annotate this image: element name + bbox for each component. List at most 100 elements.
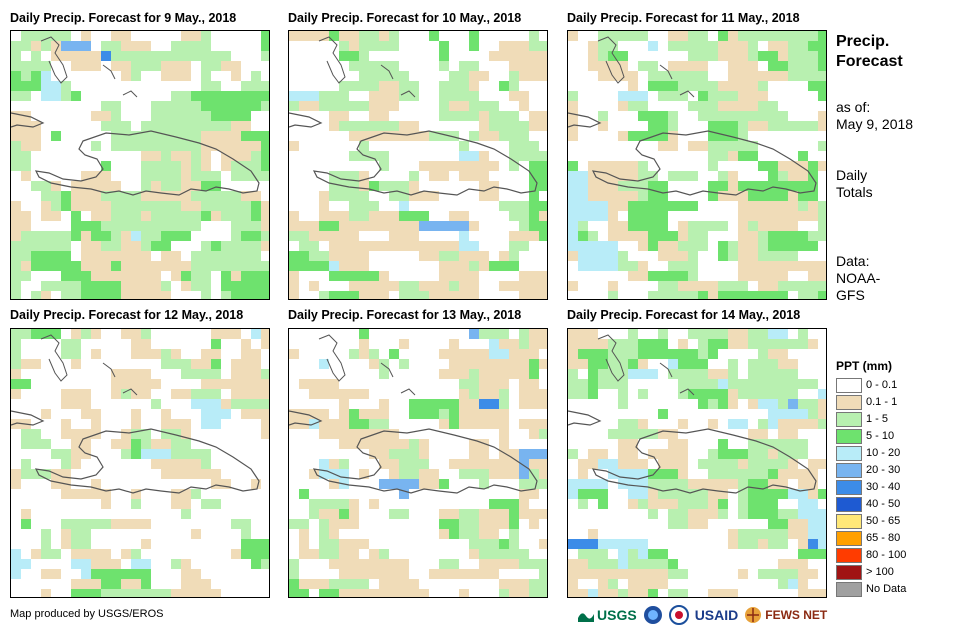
precip-cell [151,101,161,111]
precip-cell [728,61,738,71]
precip-cell [509,589,519,597]
precip-cell [628,359,638,369]
precip-cell [111,181,121,191]
precip-cell [768,449,778,459]
precip-cell [409,231,419,241]
precip-cell [678,231,688,241]
precip-cell [201,379,211,389]
precip-cell [638,349,648,359]
precip-cell [121,191,131,201]
precip-cell [241,201,251,211]
precip-cell [778,389,788,399]
precip-cell [519,231,529,241]
precip-cell [191,111,201,121]
precip-cell [698,349,708,359]
fews-net-globe-icon [745,607,762,623]
precip-cell [241,91,251,101]
precip-cell [91,61,101,71]
precip-cell [339,111,349,121]
precip-cell [91,419,101,429]
precip-cell [778,111,788,121]
precip-cell [768,71,778,81]
precip-cell [718,291,728,299]
precip-cell [479,469,489,479]
precip-cell [221,251,231,261]
precip-cell [329,549,339,559]
precip-cell [529,449,539,459]
precip-cell [778,579,788,589]
precip-cell [628,339,638,349]
precip-cell [31,241,41,251]
precip-cell [241,81,251,91]
precip-cell [409,121,419,131]
precip-cell [429,221,439,231]
precip-cell [201,191,211,201]
precip-cell [728,41,738,51]
precip-cell [648,171,658,181]
precip-cell [299,251,309,261]
precip-cell [71,549,81,559]
precip-cell [121,121,131,131]
precip-cell [628,231,638,241]
precip-cell [658,291,668,299]
precip-cell [519,499,529,509]
precip-cell [111,439,121,449]
precip-cell [658,469,668,479]
precip-cell [698,291,708,299]
precip-cell [479,349,489,359]
precip-cell [399,281,409,291]
precip-cell [339,519,349,529]
precip-cell [499,549,509,559]
precip-cell [588,339,598,349]
precip-cell [758,399,768,409]
precip-cell [439,409,449,419]
precip-cell [81,539,91,549]
precip-cell [91,141,101,151]
precip-cell [658,569,668,579]
precip-cell [758,349,768,359]
precip-cell [618,559,628,569]
legend-swatch [836,480,862,495]
precip-cell [81,61,91,71]
precip-cell [768,191,778,201]
precip-cell [618,171,628,181]
precip-cell [399,559,409,569]
precip-cell [241,271,251,281]
precip-cell [818,111,826,121]
precip-cell [61,349,71,359]
precip-cell [728,191,738,201]
precip-cell [151,141,161,151]
precip-cell [71,261,81,271]
precip-cell [698,499,708,509]
precip-cell [738,261,748,271]
precip-cell [261,399,269,409]
precip-cell [788,61,798,71]
precip-cell [349,549,359,559]
legend-label: No Data [866,583,907,595]
precip-cell [489,549,499,559]
precip-cell [788,231,798,241]
precip-cell [11,261,21,271]
precip-cell [698,71,708,81]
precip-cell [588,329,598,339]
precip-cell [289,271,299,281]
precip-cell [81,41,91,51]
precip-cell [449,221,459,231]
precip-cell [718,241,728,251]
precip-cell [369,81,379,91]
legend-label: 65 - 80 [866,532,901,544]
precip-cell [329,91,339,101]
precip-cell [349,131,359,141]
precip-cell [241,281,251,291]
precip-cell [141,121,151,131]
precip-cell [509,231,519,241]
precip-cell [241,519,251,529]
precip-cell [678,369,688,379]
precip-cell [71,529,81,539]
precip-cell [389,61,399,71]
precip-cell [618,459,628,469]
precip-cell [241,111,251,121]
precip-cell [698,369,708,379]
precip-cell [459,271,469,281]
precip-cell [698,31,708,41]
